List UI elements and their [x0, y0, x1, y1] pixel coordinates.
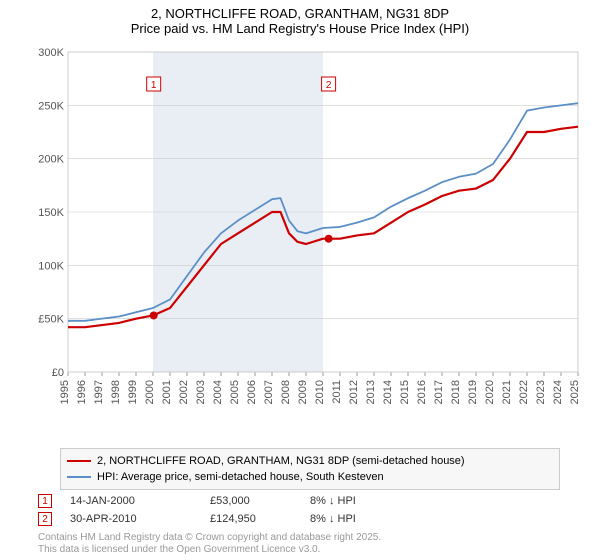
callout-row: 1 14-JAN-2000 £53,000 8% ↓ HPI [38, 492, 410, 510]
callout-marker: 1 [38, 494, 52, 508]
legend: 2, NORTHCLIFFE ROAD, GRANTHAM, NG31 8DP … [60, 448, 560, 490]
svg-text:£0: £0 [52, 367, 64, 379]
svg-text:£300K: £300K [38, 47, 65, 59]
callout-diff: 8% ↓ HPI [310, 513, 410, 525]
svg-text:2014: 2014 [382, 380, 394, 404]
svg-text:2017: 2017 [433, 380, 445, 404]
legend-label: HPI: Average price, semi-detached house,… [97, 471, 384, 483]
callout-date: 30-APR-2010 [70, 513, 210, 525]
svg-text:2015: 2015 [399, 380, 411, 404]
legend-swatch [67, 460, 91, 462]
svg-text:2011: 2011 [331, 380, 343, 404]
svg-text:2: 2 [326, 80, 332, 91]
attribution-line: This data is licensed under the Open Gov… [38, 544, 381, 556]
svg-text:2001: 2001 [161, 380, 173, 404]
svg-text:2000: 2000 [144, 380, 156, 404]
svg-text:2021: 2021 [501, 380, 513, 404]
legend-item: 2, NORTHCLIFFE ROAD, GRANTHAM, NG31 8DP … [67, 453, 553, 469]
svg-text:2002: 2002 [178, 380, 190, 404]
svg-text:2020: 2020 [484, 380, 496, 404]
svg-text:2009: 2009 [297, 380, 309, 404]
svg-text:2023: 2023 [535, 380, 547, 404]
chart-title: 2, NORTHCLIFFE ROAD, GRANTHAM, NG31 8DP [0, 0, 600, 21]
svg-text:2025: 2025 [569, 380, 581, 404]
chart-subtitle: Price paid vs. HM Land Registry's House … [0, 21, 600, 40]
svg-text:£100K: £100K [38, 260, 65, 272]
callout-diff: 8% ↓ HPI [310, 495, 410, 507]
svg-text:1997: 1997 [93, 380, 105, 404]
svg-text:£50K: £50K [38, 314, 64, 326]
svg-text:£250K: £250K [38, 100, 65, 112]
legend-label: 2, NORTHCLIFFE ROAD, GRANTHAM, NG31 8DP … [97, 455, 465, 467]
svg-text:2018: 2018 [450, 380, 462, 404]
callout-row: 2 30-APR-2010 £124,950 8% ↓ HPI [38, 510, 410, 528]
svg-text:2013: 2013 [365, 380, 377, 404]
svg-text:1998: 1998 [110, 380, 122, 404]
svg-text:1995: 1995 [59, 380, 71, 404]
svg-text:£200K: £200K [38, 154, 65, 166]
svg-text:2024: 2024 [552, 380, 564, 404]
svg-text:2003: 2003 [195, 380, 207, 404]
svg-text:1996: 1996 [76, 380, 88, 404]
attribution: Contains HM Land Registry data © Crown c… [38, 532, 381, 556]
legend-swatch [67, 476, 91, 478]
svg-text:2012: 2012 [348, 380, 360, 404]
svg-text:2016: 2016 [416, 380, 428, 404]
svg-text:2022: 2022 [518, 380, 530, 404]
svg-text:2019: 2019 [467, 380, 479, 404]
callout-date: 14-JAN-2000 [70, 495, 210, 507]
svg-text:2010: 2010 [314, 380, 326, 404]
svg-text:2006: 2006 [246, 380, 258, 404]
svg-text:2007: 2007 [263, 380, 275, 404]
svg-text:1: 1 [151, 80, 157, 91]
callout-price: £53,000 [210, 495, 310, 507]
attribution-line: Contains HM Land Registry data © Crown c… [38, 532, 381, 544]
price-chart: £0 £50K £100K £150K £200K £250K £300K 1995 1996 1… [38, 46, 588, 416]
callout-price: £124,950 [210, 513, 310, 525]
callout-table: 1 14-JAN-2000 £53,000 8% ↓ HPI 2 30-APR-… [38, 492, 410, 528]
callout-marker: 2 [38, 512, 52, 526]
svg-text:2005: 2005 [229, 380, 241, 404]
svg-text:1999: 1999 [127, 380, 139, 404]
legend-item: HPI: Average price, semi-detached house,… [67, 469, 553, 485]
svg-text:£150K: £150K [38, 207, 65, 219]
svg-text:2008: 2008 [280, 380, 292, 404]
svg-text:2004: 2004 [212, 380, 224, 404]
